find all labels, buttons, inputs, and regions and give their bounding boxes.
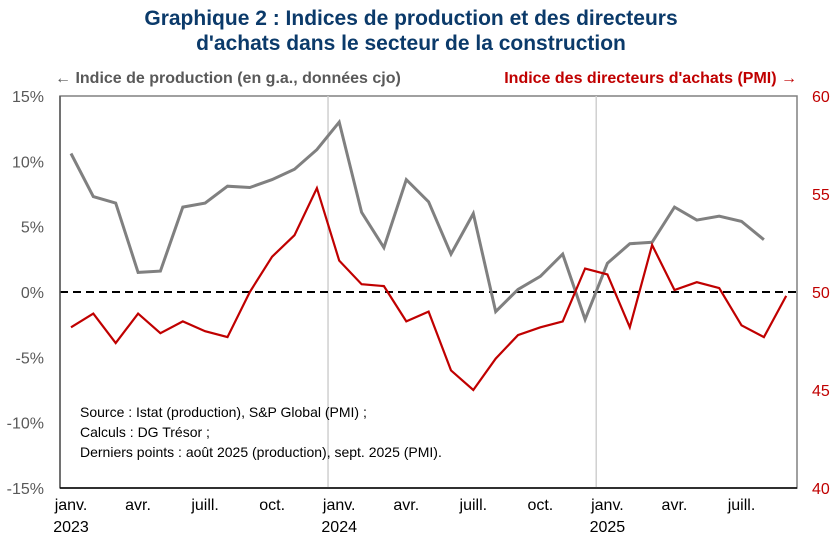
source-line-2: Calculs : DG Trésor ; — [80, 424, 210, 440]
left-tick-label: 5% — [21, 220, 44, 237]
right-tick-label: 50 — [812, 285, 830, 302]
x-tick-year: 2023 — [53, 519, 89, 536]
right-tick-label: 55 — [812, 187, 830, 204]
x-tick-year: 2024 — [321, 519, 357, 536]
x-tick-label: avr. — [125, 497, 151, 514]
x-tick-label: oct. — [527, 497, 553, 514]
x-tick-label: juill. — [190, 497, 219, 514]
right-tick-label: 40 — [812, 481, 830, 498]
left-tick-label: 0% — [21, 285, 44, 302]
x-tick-label: janv. — [590, 497, 624, 514]
x-tick-label: juill. — [459, 497, 488, 514]
right-tick-label: 60 — [812, 89, 830, 106]
right-tick-label: 45 — [812, 383, 830, 400]
x-tick-label: avr. — [393, 497, 419, 514]
x-tick-label: janv. — [322, 497, 356, 514]
x-tick-label: oct. — [259, 497, 285, 514]
x-tick-label: juill. — [727, 497, 756, 514]
left-axis-legend: ← Indice de production (en g.a., données… — [55, 70, 401, 87]
left-tick-label: 15% — [12, 89, 44, 106]
chart-title-line-2: d'achats dans le secteur de la construct… — [196, 32, 626, 55]
source-line-1: Source : Istat (production), S&P Global … — [80, 404, 367, 420]
left-tick-label: -10% — [7, 416, 44, 433]
x-tick-label: janv. — [54, 497, 88, 514]
left-tick-label: 10% — [12, 154, 44, 171]
right-axis-legend: Indice des directeurs d'achats (PMI) → — [504, 70, 797, 87]
left-tick-label: -5% — [16, 350, 44, 367]
x-tick-label: avr. — [662, 497, 688, 514]
production-index-line — [69, 118, 765, 324]
x-tick-year: 2025 — [590, 519, 626, 536]
left-tick-label: -15% — [7, 481, 44, 498]
chart-title-line-1: Graphique 2 : Indices de production et d… — [144, 7, 677, 30]
source-line-3: Derniers points : août 2025 (production)… — [80, 444, 442, 460]
